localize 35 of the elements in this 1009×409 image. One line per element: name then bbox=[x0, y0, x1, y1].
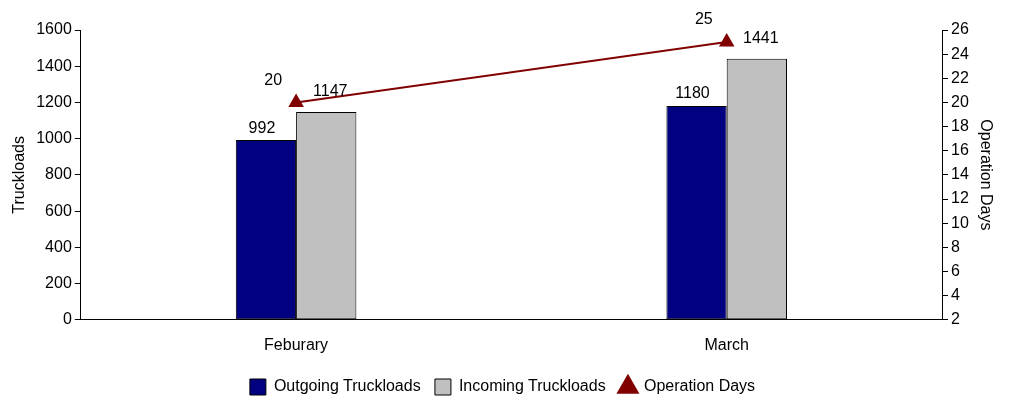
legend-label: Operation Days bbox=[643, 377, 756, 395]
y2-tick-label: 20 bbox=[951, 92, 969, 110]
legend-label: Incoming Truckloads bbox=[458, 377, 606, 395]
y2-axis-title: Operation Days bbox=[977, 119, 995, 231]
y2-tick-label: 26 bbox=[951, 20, 969, 38]
y2-tick-label: 10 bbox=[951, 213, 969, 231]
y2-tick-label: 24 bbox=[951, 44, 969, 62]
legend-label: Outgoing Truckloads bbox=[273, 377, 421, 395]
y-tick-label: 400 bbox=[45, 237, 72, 255]
y-tick-label: 1400 bbox=[36, 56, 72, 74]
x-tick-label: Feburary bbox=[264, 335, 329, 353]
y2-tick-label: 16 bbox=[951, 141, 969, 159]
y-tick-label: 1200 bbox=[36, 92, 72, 110]
data-label: 1441 bbox=[743, 29, 779, 47]
y-tick-label: 600 bbox=[45, 201, 72, 219]
y2-tick-label: 6 bbox=[951, 261, 960, 279]
x-tick-label: March bbox=[704, 335, 749, 353]
y2-tick-label: 22 bbox=[951, 68, 969, 86]
y2-tick-label: 12 bbox=[951, 189, 969, 207]
y2-tick-label: 14 bbox=[951, 165, 969, 183]
y-tick-label: 0 bbox=[62, 310, 72, 328]
y2-tick-label: 18 bbox=[951, 117, 969, 135]
y2-tick-label: 4 bbox=[951, 286, 960, 304]
y2-tick-label: 2 bbox=[951, 310, 960, 328]
y-axis-title: Truckloads bbox=[10, 136, 28, 214]
data-label: 992 bbox=[248, 118, 276, 136]
data-label: 1180 bbox=[675, 84, 710, 102]
y-tick-label: 1600 bbox=[36, 20, 72, 38]
y-tick-label: 1000 bbox=[36, 129, 72, 147]
y-tick-label: 800 bbox=[45, 165, 72, 183]
data-label: 1147 bbox=[313, 82, 348, 100]
data-label: 25 bbox=[694, 10, 713, 28]
y-tick-label: 200 bbox=[45, 273, 72, 291]
data-label: 20 bbox=[264, 70, 283, 88]
y2-tick-label: 8 bbox=[951, 237, 960, 255]
